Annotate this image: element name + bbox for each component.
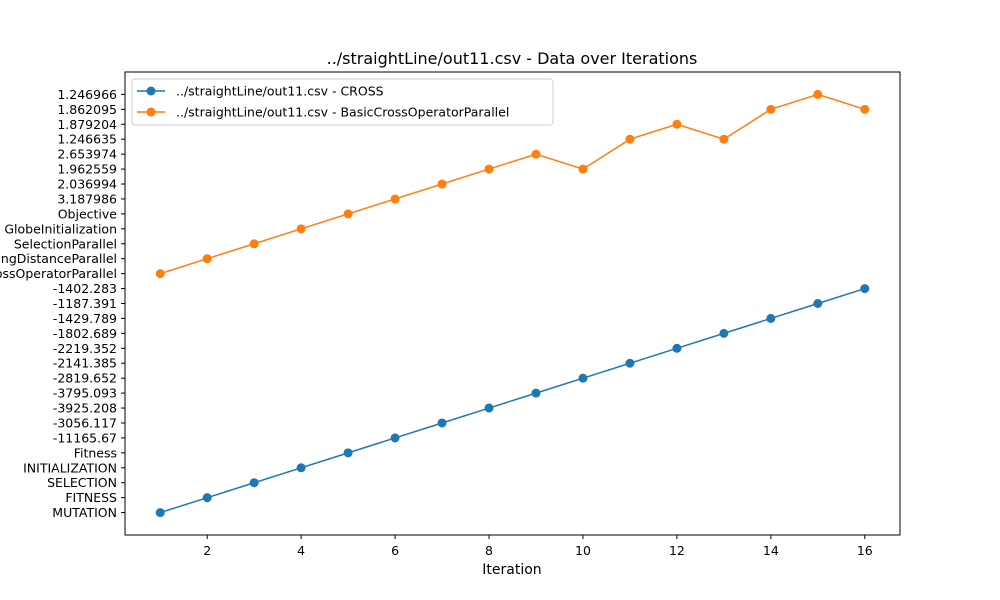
- legend: ../straightLine/out11.csv - CROSS ../stra…: [131, 78, 554, 126]
- legend-marker: [146, 107, 156, 117]
- y-tick-label: -1187.391: [53, 296, 117, 311]
- y-tick-label: 1.246966: [57, 87, 117, 102]
- y-tick-label: 1.962559: [57, 162, 117, 177]
- data-point: [625, 134, 635, 144]
- data-point: [437, 418, 447, 428]
- data-point: [343, 209, 353, 219]
- y-tick-label: SelectionParallel: [14, 236, 117, 251]
- data-point: [155, 269, 165, 279]
- data-point: [625, 358, 635, 368]
- series-1: [155, 284, 870, 518]
- data-point: [531, 388, 541, 398]
- x-tick-label: 12: [669, 543, 685, 558]
- y-tick-label: INITIALIZATION: [23, 460, 117, 475]
- y-tick-label: -11165.67: [53, 430, 117, 445]
- y-tick-label: CrowdingDistanceParallel: [0, 251, 117, 266]
- y-tick-label: 2.036994: [57, 177, 117, 192]
- y-tick-label: MUTATION: [52, 505, 117, 520]
- y-tick-label: -2141.385: [53, 356, 117, 371]
- data-point: [249, 478, 259, 488]
- y-tick-label: -3925.208: [53, 401, 117, 416]
- data-point: [672, 343, 682, 353]
- x-tick-label: 16: [857, 543, 873, 558]
- y-tick-label: GlobeInitialization: [4, 221, 117, 236]
- y-tick-label: 1.246635: [57, 132, 117, 147]
- data-point: [719, 328, 729, 338]
- data-point: [390, 194, 400, 204]
- series-layer: [155, 89, 870, 518]
- data-point: [437, 179, 447, 189]
- data-point: [296, 224, 306, 234]
- y-tick-label: FITNESS: [65, 490, 117, 505]
- y-tick-label: Fitness: [74, 445, 117, 460]
- x-axis-label: Iteration: [482, 562, 541, 578]
- y-tick-label: 3.187986: [57, 191, 117, 206]
- axes: 2 4 6 8 10 12 14 16 MUTATIONFITNESSSELECTIONINIT…: [0, 71, 901, 558]
- y-tick-label: BasicCrossOperatorParallel: [0, 266, 117, 281]
- x-tick-label: 10: [575, 543, 591, 558]
- data-point: [484, 403, 494, 413]
- data-point: [531, 149, 541, 159]
- x-tick-label: 14: [763, 543, 779, 558]
- data-point: [766, 104, 776, 114]
- plot-area: [125, 72, 900, 535]
- legend-marker: [146, 86, 156, 96]
- legend-box: [131, 78, 554, 126]
- y-tick-label: 1.862095: [57, 102, 117, 117]
- data-point: [719, 134, 729, 144]
- y-tick-label: -3056.117: [53, 415, 117, 430]
- y-tick-label: 2.653974: [57, 147, 117, 162]
- y-tick-label: -3795.093: [53, 386, 117, 401]
- y-tick-label: SELECTION: [47, 475, 117, 490]
- y-tick-label: -1802.689: [53, 326, 117, 341]
- legend-entry: ../straightLine/out11.csv - BasicCrossOp…: [137, 105, 509, 120]
- series-2: [155, 89, 870, 279]
- data-point: [202, 493, 212, 503]
- data-point: [484, 164, 494, 174]
- series-line: [160, 93, 865, 275]
- data-point: [672, 119, 682, 129]
- data-point: [390, 433, 400, 443]
- x-tick-label: 4: [297, 543, 305, 558]
- data-point: [249, 239, 259, 249]
- chart-title: ../straightLine/out11.csv - Data over It…: [327, 49, 698, 68]
- plot-background: [125, 72, 900, 535]
- data-point: [813, 89, 823, 99]
- legend-entry: ../straightLine/out11.csv - CROSS: [137, 84, 384, 99]
- data-point: [578, 373, 588, 383]
- data-point: [578, 164, 588, 174]
- legend-label: ../straightLine/out11.csv - BasicCrossOp…: [176, 105, 509, 120]
- data-point: [343, 448, 353, 458]
- x-tick-label: 8: [485, 543, 493, 558]
- y-tick-label: -2219.352: [53, 341, 117, 356]
- y-tick-label: 1.879204: [57, 117, 117, 132]
- y-tick-label: -1402.283: [53, 281, 117, 296]
- data-point: [202, 254, 212, 264]
- x-tick-label: 2: [203, 543, 211, 558]
- series-line: [160, 287, 865, 514]
- data-point: [155, 508, 165, 518]
- data-point: [813, 299, 823, 308]
- data-point: [860, 284, 870, 294]
- data-point: [860, 104, 870, 114]
- data-point: [766, 313, 776, 323]
- data-point: [296, 463, 306, 473]
- x-tick-label: 6: [391, 543, 399, 558]
- y-tick-label: -2819.652: [53, 371, 117, 386]
- legend-label: ../straightLine/out11.csv - CROSS: [176, 84, 384, 99]
- y-tick-label: Objective: [58, 206, 118, 221]
- y-tick-label: -1429.789: [53, 311, 117, 326]
